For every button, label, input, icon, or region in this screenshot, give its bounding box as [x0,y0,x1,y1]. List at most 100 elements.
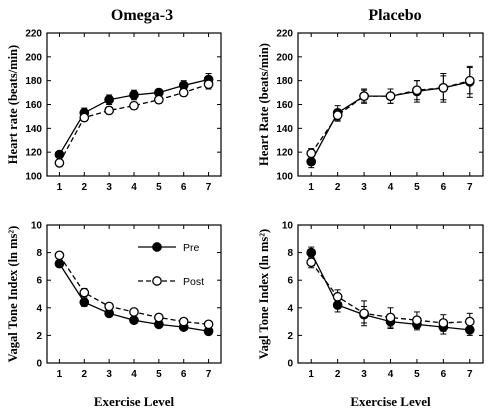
x-tick-label: 7 [467,182,473,193]
x-tick-label: 3 [106,369,112,380]
y-tick-label: 0 [36,359,42,370]
legend-marker-post [152,276,162,286]
data-point-post [79,112,90,123]
y-axis-title: Vagl Tone Index (ln ms²) [257,229,271,359]
y-tick-label: 2 [36,331,42,342]
legend-label-pre: Pre [183,242,200,254]
data-point-post [306,148,317,159]
data-point-post [54,158,65,168]
data-point-pre [54,258,65,269]
data-point-post [359,308,369,319]
y-tick-label: 4 [36,303,42,314]
y-tick-label: 100 [25,172,42,183]
x-tick-label: 7 [206,182,212,193]
y-tick-label: 120 [276,148,293,159]
data-point-post [178,316,189,327]
y-tick-label: 200 [25,52,42,63]
data-point-post [79,287,90,298]
legend-item-post: Post [138,276,204,288]
data-point-pre [129,315,139,326]
legend-label-post: Post [183,276,204,288]
x-tick-label: 5 [414,182,420,193]
data-point-post [154,312,164,323]
data-point-pre [79,297,90,308]
y-axis-title: Vagal Tone Index (ln ms²) [6,226,20,363]
x-tick-label: 4 [131,369,137,380]
y-tick-label: 2 [287,331,293,342]
x-tick-label: 1 [57,182,63,193]
y-tick-label: 220 [276,29,293,40]
data-point-post [54,250,65,261]
legend: Pre Post [138,242,204,288]
data-point-post [412,85,422,96]
y-tick-label: 140 [25,124,42,135]
x-tick-label: 2 [335,182,341,193]
data-point-post [412,315,422,326]
y-tick-label: 220 [25,29,42,40]
y-tick-label: 140 [276,124,293,135]
column-title-omega3: Omega-3 [111,7,173,24]
data-point-post [438,318,449,328]
legend-item-pre: Pre [138,242,200,254]
chart-panel-heart-rate-placebo: 100 120 140 160 180 200 220 1 2 3 4 5 6 7 Heart Rate (… [257,29,484,193]
x-tick-label: 4 [131,182,137,193]
data-point-pre [129,90,139,100]
data-point-post [104,301,114,312]
x-tick-label: 2 [335,369,341,380]
y-tick-label: 160 [25,100,42,111]
y-tick-label: 8 [287,248,293,259]
x-tick-label: 5 [414,369,420,380]
y-tick-label: 180 [276,76,293,87]
data-point-post [332,291,343,302]
data-point-post [129,100,139,111]
y-tick-label: 160 [276,100,293,111]
x-tick-label: 3 [361,369,367,380]
y-tick-label: 10 [31,221,43,232]
x-tick-label: 5 [156,182,162,193]
y-tick-label: 6 [287,276,293,287]
y-tick-label: 8 [36,248,42,259]
x-tick-label: 1 [57,369,63,380]
plot-frame [297,32,484,177]
data-point-pre [306,156,317,167]
data-point-pre [54,149,65,160]
x-tick-label: 6 [181,182,187,193]
x-tick-label: 7 [206,369,212,380]
data-point-post [385,312,396,323]
data-point-post [385,91,396,102]
x-tick-label: 4 [388,182,394,193]
data-point-post [359,91,369,102]
y-tick-label: 0 [287,359,293,370]
y-axis-title: Heart rate (beats/min) [6,45,20,164]
x-tick-label: 3 [361,182,367,193]
x-tick-label: 2 [82,369,88,380]
chart-panel-heart-rate-omega3: 100 120 140 160 180 200 220 1 2 3 4 5 6 7 Heart rate (… [6,29,222,193]
x-tick-label: 4 [388,369,394,380]
data-point-post [203,79,214,90]
data-point-post [464,316,475,327]
y-tick-label: 200 [276,52,293,63]
column-title-placebo: Placebo [368,7,421,24]
y-tick-label: 10 [282,221,294,232]
data-point-post [464,75,475,86]
data-point-post [203,319,214,330]
legend-marker-pre [152,242,162,252]
y-tick-label: 100 [276,172,293,183]
y-axis-title: Heart Rate (beats/min) [257,43,271,166]
x-axis-title: Exercise Level [350,394,431,409]
y-tick-label: 4 [287,303,293,314]
x-tick-label: 3 [106,182,112,193]
data-point-pre [104,94,114,105]
x-tick-label: 7 [467,369,473,380]
x-tick-label: 6 [441,369,447,380]
data-point-post [129,307,139,317]
x-tick-label: 2 [82,182,88,193]
x-tick-label: 5 [156,369,162,380]
y-tick-label: 180 [25,76,42,87]
x-tick-label: 1 [308,182,314,193]
x-tick-label: 6 [181,369,187,380]
data-point-post [154,94,164,105]
